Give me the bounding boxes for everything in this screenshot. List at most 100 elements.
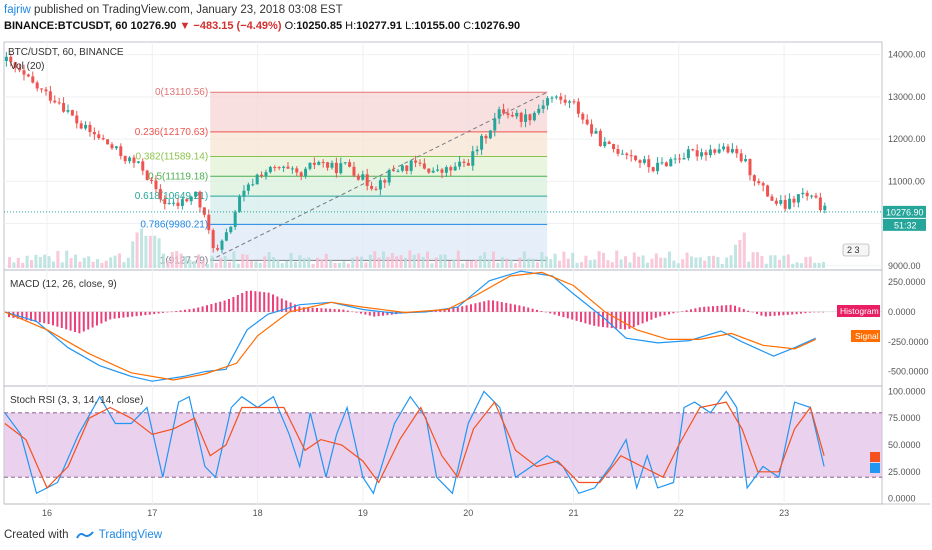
macd-histogram-bar (452, 307, 455, 312)
volume-bar (166, 260, 170, 268)
candle-body (748, 158, 752, 176)
volume-bar (12, 262, 16, 268)
volume-bar (628, 262, 632, 268)
macd-histogram-bar (52, 311, 54, 326)
footer: Created with TradingView (4, 526, 162, 544)
candle-body (295, 168, 299, 173)
stoch-pane-title: Stoch RSI (3, 3, 14, 14, close) (10, 395, 143, 406)
macd-histogram-bar (822, 311, 824, 313)
candle-body (673, 158, 677, 160)
candle-body (84, 124, 88, 129)
volume-bar (531, 258, 535, 268)
low-value: 10155.00 (414, 20, 461, 32)
candle-body (647, 159, 651, 168)
candle-body (123, 156, 127, 162)
macd-histogram-bar (500, 302, 503, 312)
created-with-text: Created with (4, 529, 69, 541)
volume-bar (408, 250, 412, 268)
macd-histogram-bar (808, 311, 811, 313)
macd-histogram-bar (522, 306, 525, 312)
volume-bar (104, 260, 108, 268)
candle-body (211, 230, 215, 249)
macd-histogram-bar (192, 308, 195, 312)
macd-histogram-bar (43, 311, 46, 324)
volume-bar (342, 261, 346, 268)
macd-histogram-bar (681, 311, 684, 312)
volume-bar (25, 255, 29, 268)
volume-bar (465, 261, 469, 268)
volume-bar (518, 257, 522, 268)
macd-histogram-bar (707, 306, 710, 312)
volume-bar (747, 261, 751, 268)
volume-bar (659, 257, 663, 268)
volume-bar (786, 254, 790, 268)
volume-bar (668, 251, 671, 268)
volume-bar (632, 252, 636, 268)
countdown-badge (883, 218, 926, 231)
macd-histogram-bar (263, 292, 266, 312)
candle-body (766, 185, 770, 197)
macd-histogram-bar (509, 303, 512, 312)
volume-bar (56, 250, 60, 268)
fib-level-label: 0.382(11589.14) (136, 151, 209, 162)
macd-histogram-bar (659, 311, 662, 317)
volume-bar (694, 257, 698, 268)
volume-bar (87, 256, 91, 268)
candle-body (506, 113, 510, 116)
volume-bar (21, 262, 25, 268)
candle-body (75, 115, 79, 124)
x-tick-label: 16 (42, 508, 52, 518)
volume-bar (593, 259, 597, 268)
candle-body (352, 166, 356, 176)
volume-bar (69, 258, 73, 268)
macd-histogram-bar (360, 311, 362, 314)
candle-body (823, 205, 827, 211)
volume-bar (461, 263, 465, 268)
volume-bar (364, 262, 368, 268)
macd-histogram-bar (148, 311, 151, 315)
author-link[interactable]: fajriw (4, 4, 31, 16)
macd-histogram-bar (536, 309, 538, 312)
volume-bar (316, 257, 319, 268)
candle-body (132, 157, 136, 163)
volume-bar (30, 260, 33, 268)
macd-histogram-bar (236, 294, 239, 312)
candle-body (625, 153, 629, 156)
candle-body (282, 166, 286, 168)
candle-body (612, 144, 616, 150)
macd-histogram-bar (351, 311, 354, 313)
volume-bar (285, 260, 289, 268)
volume-bar (386, 257, 390, 268)
tradingview-brand[interactable]: TradingView (98, 529, 163, 541)
volume-bar (712, 255, 715, 268)
macd-histogram-bar (65, 311, 68, 330)
macd-histogram-bar (25, 311, 28, 321)
stoch-y-tick-label: 0.0000 (888, 494, 916, 504)
macd-histogram-bar (575, 311, 578, 321)
volume-bar (734, 244, 737, 268)
events-badge[interactable] (842, 243, 870, 257)
candle-body (299, 172, 303, 177)
volume-bar (263, 256, 267, 268)
macd-histogram-bar (333, 308, 336, 312)
volume-bar (241, 254, 245, 268)
macd-histogram-bar (584, 311, 587, 324)
macd-histogram-bar (118, 311, 120, 319)
candle-body (35, 82, 39, 89)
fib-level-label: 0.618(10649.21) (135, 191, 208, 202)
volume-bar (610, 262, 614, 268)
volume-bar (606, 260, 610, 268)
macd-histogram-bar (69, 311, 72, 331)
macd-histogram-bar (56, 311, 59, 327)
signal-badge-text: Signal (855, 331, 879, 341)
candle-body (585, 119, 589, 125)
candle-body (532, 112, 536, 121)
x-tick-label: 18 (253, 508, 263, 518)
candle-body (550, 97, 554, 99)
macd-histogram-bar (615, 311, 618, 329)
candle-body (669, 159, 673, 167)
macd-histogram-bar (91, 311, 94, 328)
macd-histogram-bar (170, 311, 173, 313)
volume-bar (214, 262, 218, 268)
